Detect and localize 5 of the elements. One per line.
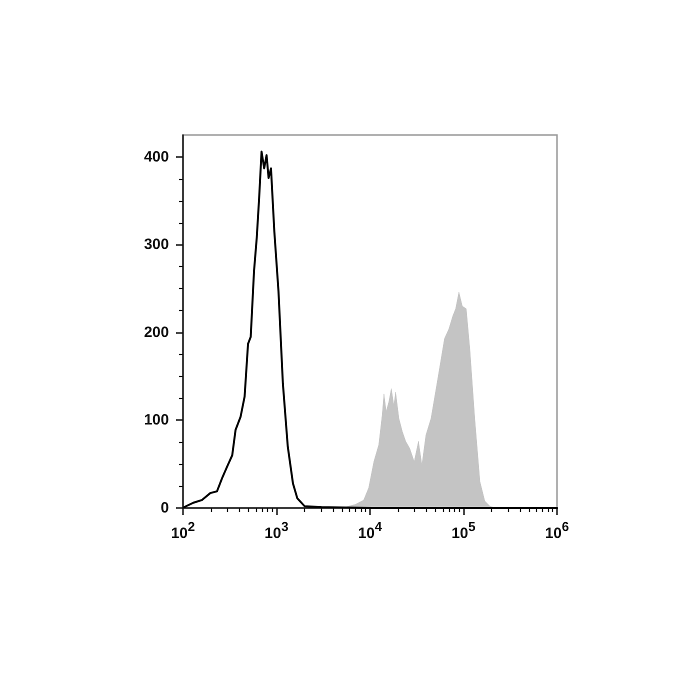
y-tick-label: 200 <box>144 324 169 341</box>
y-tick-label: 0 <box>160 500 169 516</box>
y-tick-label: 400 <box>144 148 169 166</box>
y-tick-label: 300 <box>144 236 169 254</box>
y-tick-label: 100 <box>144 412 169 429</box>
